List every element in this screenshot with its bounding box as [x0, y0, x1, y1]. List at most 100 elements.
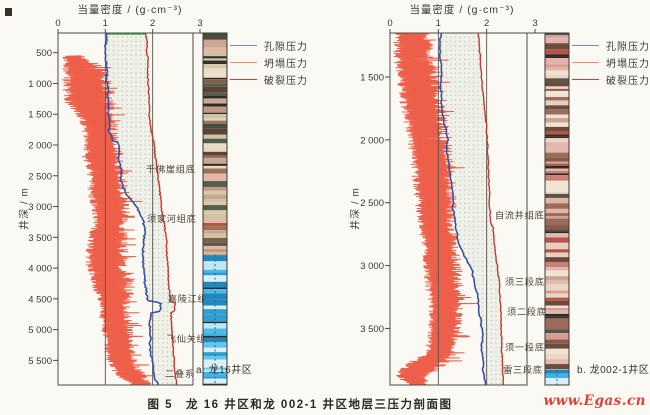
lithology-band — [545, 229, 569, 232]
lithology-band — [545, 233, 569, 238]
lithology-band — [203, 134, 227, 139]
lithology-band — [203, 181, 227, 188]
lithology-band — [545, 109, 569, 115]
legend-panel-a: 孔隙压力 坍塌压力 破裂压力 — [230, 39, 308, 90]
lithology-band — [545, 146, 569, 153]
legend-panel-b: 孔隙压力 坍塌压力 破裂压力 — [572, 39, 650, 90]
lithology-band — [545, 170, 569, 174]
fracture-pressure-curve — [144, 32, 178, 386]
lithology-band — [545, 218, 569, 225]
legend-label: 坍塌压力 — [264, 58, 308, 70]
lithology-band — [545, 70, 569, 75]
lithology-band — [545, 138, 569, 143]
lithology-band — [545, 276, 569, 281]
lithology-band — [545, 90, 569, 98]
lithology-band — [545, 257, 569, 262]
lithology-band — [545, 152, 569, 158]
lithology-band — [545, 191, 569, 194]
lithology-band — [203, 233, 227, 238]
lithology-band — [545, 348, 569, 355]
x-tick-label: 3 — [197, 18, 202, 29]
lithology-band — [545, 157, 569, 162]
lithology-band — [203, 210, 227, 214]
lithology-band — [203, 165, 227, 169]
lithology-band — [203, 60, 227, 63]
lithology-band — [545, 126, 569, 131]
lithology-band — [203, 163, 227, 166]
pore-line-sample — [572, 44, 599, 46]
lithology-band — [545, 74, 569, 79]
lithology-band — [545, 305, 569, 308]
panel-a-label: a. 龙16井区 — [196, 365, 253, 376]
lithology-band — [545, 136, 569, 139]
legend-item-pore: 孔隙压力 — [230, 39, 308, 53]
lithology-band — [545, 333, 569, 340]
lithology-band — [545, 293, 569, 298]
lithology-band — [545, 58, 569, 65]
panel-b-title: 当量密度 / (g·cm⁻³) — [409, 4, 515, 16]
y-tick-label: 500 — [36, 48, 52, 59]
lithology-band — [545, 168, 569, 171]
lithology-band — [545, 88, 569, 91]
lithology-band — [203, 252, 227, 255]
lithology-band — [545, 165, 569, 169]
legend-label: 孔隙压力 — [264, 41, 308, 53]
lithology-band — [203, 202, 227, 206]
formation-top-label: 嘉陵江组底 — [168, 293, 218, 304]
y-tick-label: 3 500 — [28, 233, 52, 244]
panel-b-label: b. 龙002-1井区 — [577, 365, 650, 376]
lithology-band — [203, 378, 227, 384]
lithology-band — [545, 130, 569, 135]
lithology-band — [203, 83, 227, 87]
lithology-band — [203, 237, 227, 243]
lithology-band — [545, 203, 569, 209]
lithology-band — [203, 68, 227, 75]
lithology-band — [545, 100, 569, 106]
lithology-band — [545, 78, 569, 82]
lithology-band — [545, 270, 569, 277]
formation-top-label: 雷三段底 — [503, 364, 543, 375]
y-tick-label: 5 000 — [28, 325, 52, 336]
lithology-band — [203, 128, 227, 135]
legend-item-fracture: 破裂压力 — [572, 73, 650, 87]
lithology-band — [545, 310, 569, 314]
y-tick-label: 2 000 — [28, 141, 52, 152]
scan-artifact-mark — [5, 8, 12, 16]
lithology-band — [545, 339, 569, 344]
lithology-band — [203, 187, 227, 191]
legend-label: 坍塌压力 — [606, 58, 650, 70]
lithology-band — [545, 216, 569, 219]
y-tick-label: 3 500 — [360, 324, 384, 335]
lithology-band — [203, 255, 227, 262]
legend-item-collapse: 坍塌压力 — [572, 56, 650, 70]
mud-window-stipple — [439, 33, 504, 385]
panel-a-plot: 0 1 2 3 500 1 000 1 500 2 000 2 500 3 000 3 500 4 0… — [28, 18, 228, 386]
lithology-band — [545, 33, 569, 36]
lithology-band — [545, 290, 569, 294]
lithology-band — [545, 252, 569, 258]
lithology-band — [545, 361, 569, 365]
lithology-band — [203, 245, 227, 249]
y-tick-label: 2 000 — [360, 135, 384, 146]
lithology-band — [545, 197, 569, 204]
x-tick-label: 1 — [103, 18, 108, 29]
collapse-pressure-curve — [61, 55, 152, 386]
lithology-band — [203, 372, 227, 377]
lithology-band — [545, 318, 569, 323]
lithology-band — [203, 146, 227, 152]
lithology-band — [545, 280, 569, 285]
lithology-band — [545, 86, 569, 89]
lithology-band — [203, 155, 227, 159]
lithology-band — [203, 168, 227, 174]
lithology-band — [545, 180, 569, 188]
lithology-band — [203, 230, 227, 234]
lithology-band — [203, 319, 227, 322]
lithology-band — [203, 106, 227, 113]
lithology-band — [203, 120, 227, 124]
watermark: www.Egas.cn — [543, 393, 646, 409]
collapse-line-sample — [230, 61, 257, 63]
lithology-band — [545, 67, 569, 71]
pore-line-sample — [230, 44, 257, 46]
lithology-band — [203, 114, 227, 119]
lithology-band — [545, 64, 569, 68]
